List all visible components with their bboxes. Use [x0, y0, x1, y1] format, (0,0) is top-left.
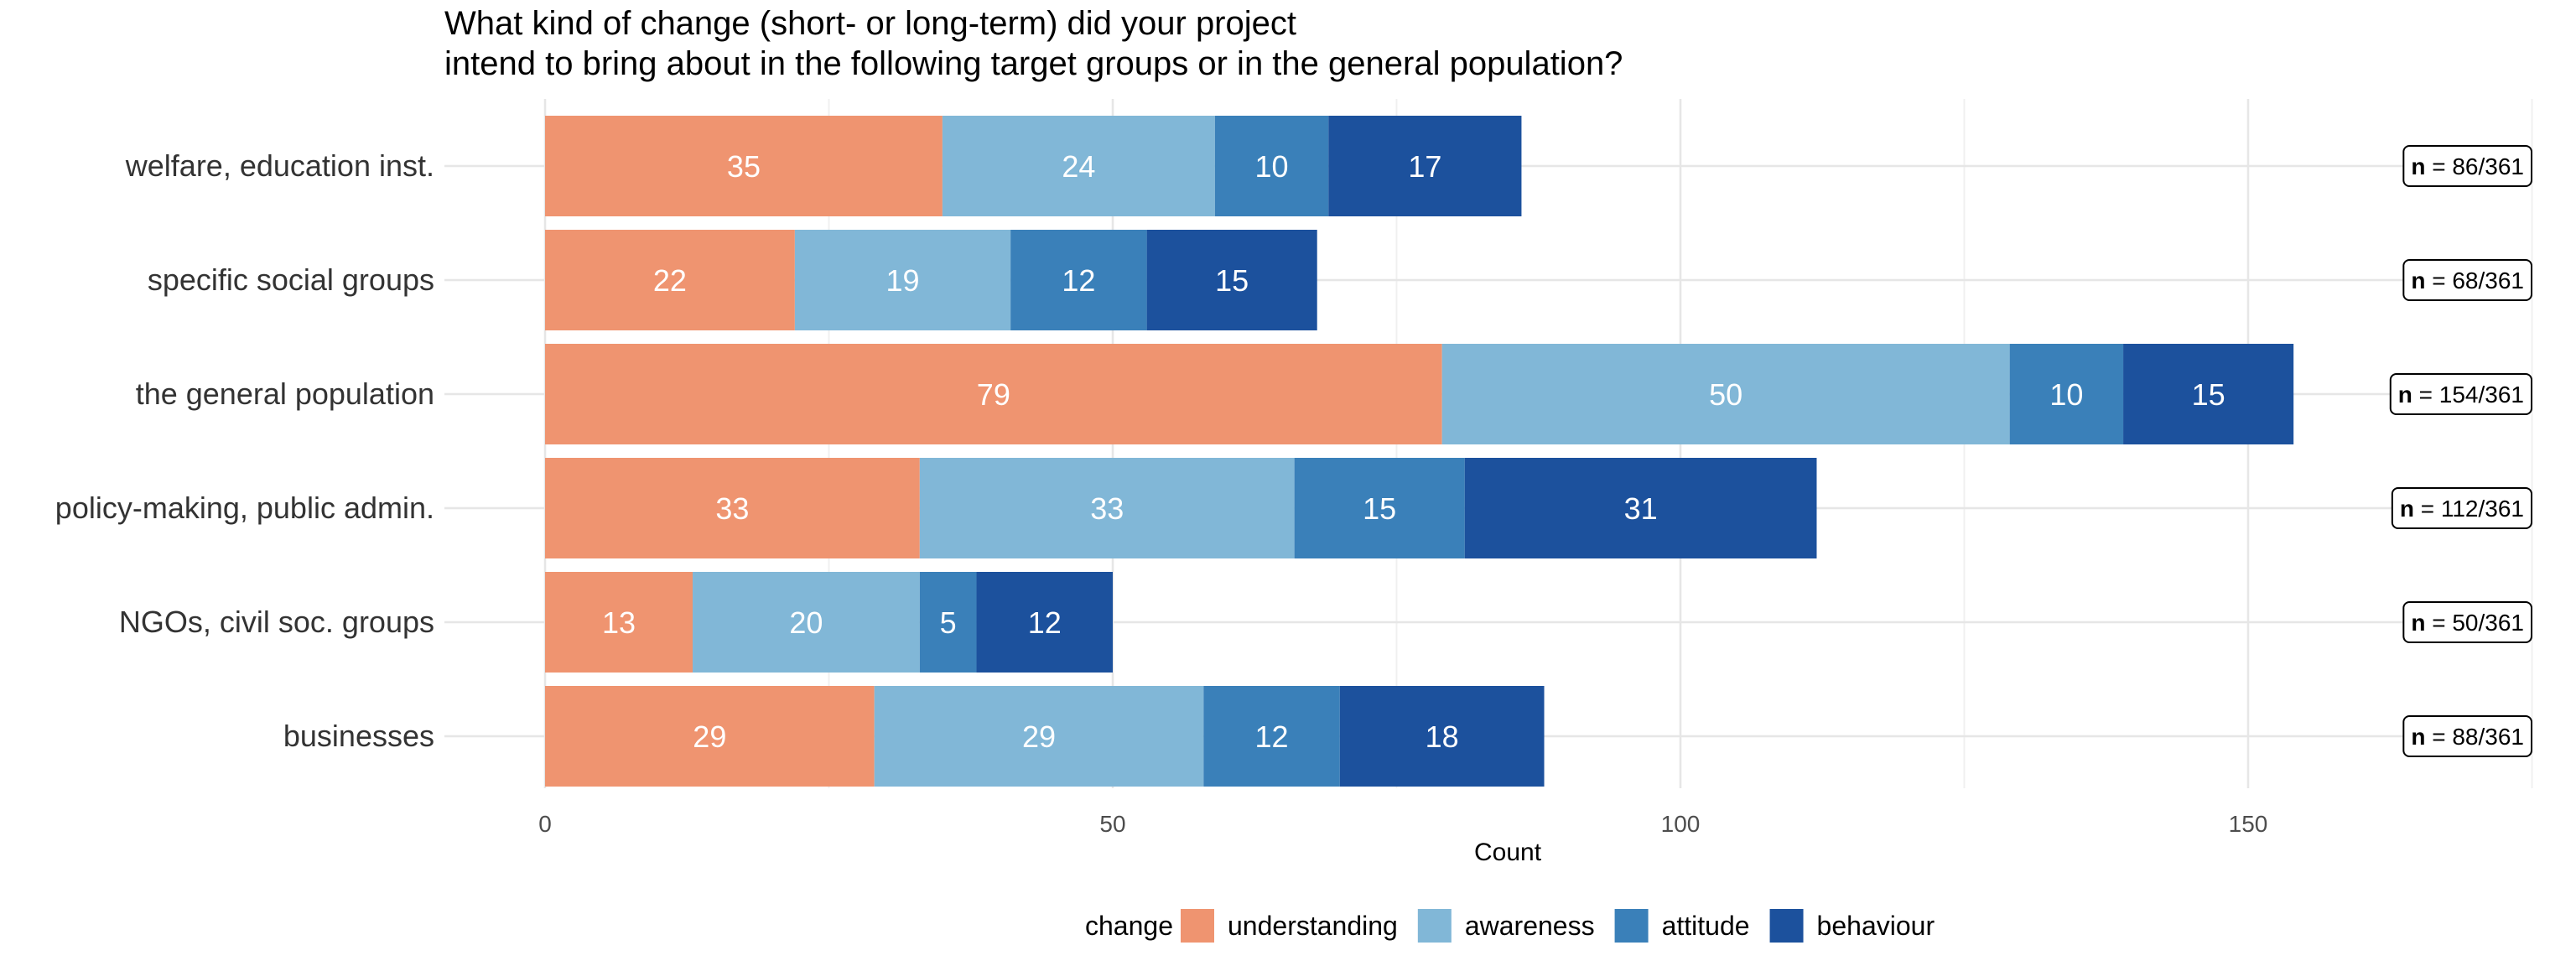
bar-value-label: 17: [1408, 149, 1441, 184]
bar-segment-understanding: [545, 458, 920, 558]
legend-title: change: [1085, 911, 1173, 941]
category-label: businesses: [283, 719, 434, 753]
bar-segment-awareness: [794, 230, 1011, 330]
bar-segment-awareness: [919, 458, 1295, 558]
bar-value-label: 10: [2049, 377, 2083, 412]
bar-segment-understanding: [545, 344, 1442, 444]
x-axis-title: Count: [1474, 839, 1542, 866]
n-label-box: n = 68/361: [2402, 259, 2532, 301]
bar-value-label: 29: [693, 719, 726, 754]
category-label: NGOs, civil soc. groups: [119, 605, 434, 639]
bar-segment-understanding: [545, 116, 943, 216]
n-labels: n = 86/361 n = 68/361 n = 154/361 n = 112/3…: [2389, 145, 2532, 757]
bar-segment-awareness: [693, 572, 920, 673]
bar-segment-awareness: [874, 686, 1204, 787]
n-label-box: n = 88/361: [2402, 715, 2532, 757]
bar-segment-awareness: [942, 116, 1215, 216]
bar-value-label: 15: [1215, 263, 1249, 298]
legend-swatch: [1181, 909, 1214, 943]
n-label: n = 50/361: [2411, 610, 2524, 636]
bar-segment-attitude: [1214, 116, 1329, 216]
bar-value-label: 33: [715, 491, 749, 526]
bar-segment-behaviour: [1146, 230, 1317, 330]
legend: change understanding awareness attitude beha…: [1085, 909, 1935, 943]
legend-label: behaviour: [1817, 911, 1935, 941]
bar-value-label: 12: [1028, 605, 1062, 640]
legend-label: understanding: [1228, 911, 1398, 941]
bar-segment-understanding: [545, 572, 693, 673]
n-label: n = 86/361: [2411, 153, 2524, 179]
legend-item-awareness: awareness: [1417, 909, 1595, 943]
x-tick-label: 100: [1661, 811, 1701, 837]
bar-value-label: 31: [1624, 491, 1658, 526]
bar-value-label: 15: [2192, 377, 2225, 412]
bar-segment-awareness: [1441, 344, 2010, 444]
legend-swatch: [1769, 909, 1804, 943]
n-label-frame: [2389, 373, 2532, 415]
bar-segment-understanding: [545, 686, 875, 787]
bar-value-label: 79: [977, 377, 1010, 412]
category-label: the general population: [136, 377, 434, 411]
n-label-frame: [2402, 259, 2532, 301]
bar-value-label: 24: [1062, 149, 1095, 184]
bar-segment-attitude: [919, 572, 977, 673]
legend-label: attitude: [1662, 911, 1750, 941]
bar-segment-behaviour: [1328, 116, 1522, 216]
category-label: specific social groups: [148, 262, 434, 297]
category-labels: welfare, education inst. specific social …: [55, 148, 434, 753]
bar-segment-behaviour: [1339, 686, 1545, 787]
bar-segment-attitude: [1294, 458, 1465, 558]
legend-swatch: [1614, 909, 1649, 943]
n-label: n = 68/361: [2411, 267, 2524, 293]
n-label-box: n = 50/361: [2402, 601, 2532, 643]
n-label: n = 154/361: [2398, 382, 2524, 408]
bar-value-label: 22: [653, 263, 687, 298]
bar-segment-behaviour: [976, 572, 1113, 673]
x-tick-label: 50: [1099, 811, 1125, 837]
chart-title-line-1: What kind of change (short- or long-term…: [444, 5, 1296, 42]
bar-value-label: 10: [1255, 149, 1289, 184]
bar-value-label: 29: [1022, 719, 1056, 754]
n-label-box: n = 112/361: [2391, 487, 2532, 529]
n-label-frame: [2402, 715, 2532, 757]
bar-segment-understanding: [545, 230, 795, 330]
bar-value-label: 15: [1363, 491, 1396, 526]
n-label-box: n = 154/361: [2389, 373, 2532, 415]
n-label: n = 112/361: [2400, 496, 2524, 522]
n-label-box: n = 86/361: [2402, 145, 2532, 187]
bar-value-label: 35: [727, 149, 761, 184]
bar-value-label: 33: [1090, 491, 1124, 526]
category-label: welfare, education inst.: [125, 148, 434, 183]
bar-value-label: 19: [886, 263, 919, 298]
n-label: n = 88/361: [2411, 724, 2524, 750]
x-tick-label: 150: [2229, 811, 2268, 837]
bar-value-label: 12: [1062, 263, 1095, 298]
n-label-frame: [2402, 145, 2532, 187]
category-label: policy-making, public admin.: [55, 491, 434, 525]
legend-item-behaviour: behaviour: [1769, 909, 1935, 943]
chart-title-line-2: intend to bring about in the following t…: [444, 45, 1623, 82]
legend-item-attitude: attitude: [1614, 909, 1750, 943]
bars: 35 24 10 17 22 19 12 15 79 50 10 15 33 33 15 31 13 20 5 12 2…: [545, 116, 2294, 787]
n-label-frame: [2402, 601, 2532, 643]
legend-item-understanding: understanding: [1181, 909, 1398, 943]
bar-value-label: 5: [940, 605, 957, 640]
x-tick-labels: 0 50 100 150: [538, 811, 2267, 837]
bar-segment-attitude: [1010, 230, 1147, 330]
bar-segment-behaviour: [2123, 344, 2294, 444]
bar-value-label: 18: [1426, 719, 1459, 754]
bar-segment-attitude: [2009, 344, 2124, 444]
bar-value-label: 13: [602, 605, 636, 640]
bar-value-label: 12: [1255, 719, 1289, 754]
bar-value-label: 20: [789, 605, 823, 640]
x-tick-label: 0: [538, 811, 552, 837]
legend-label: awareness: [1465, 911, 1595, 941]
legend-swatch: [1417, 909, 1452, 943]
bar-value-label: 50: [1709, 377, 1742, 412]
bar-segment-attitude: [1203, 686, 1340, 787]
n-label-frame: [2391, 487, 2532, 529]
bar-segment-behaviour: [1464, 458, 1817, 558]
